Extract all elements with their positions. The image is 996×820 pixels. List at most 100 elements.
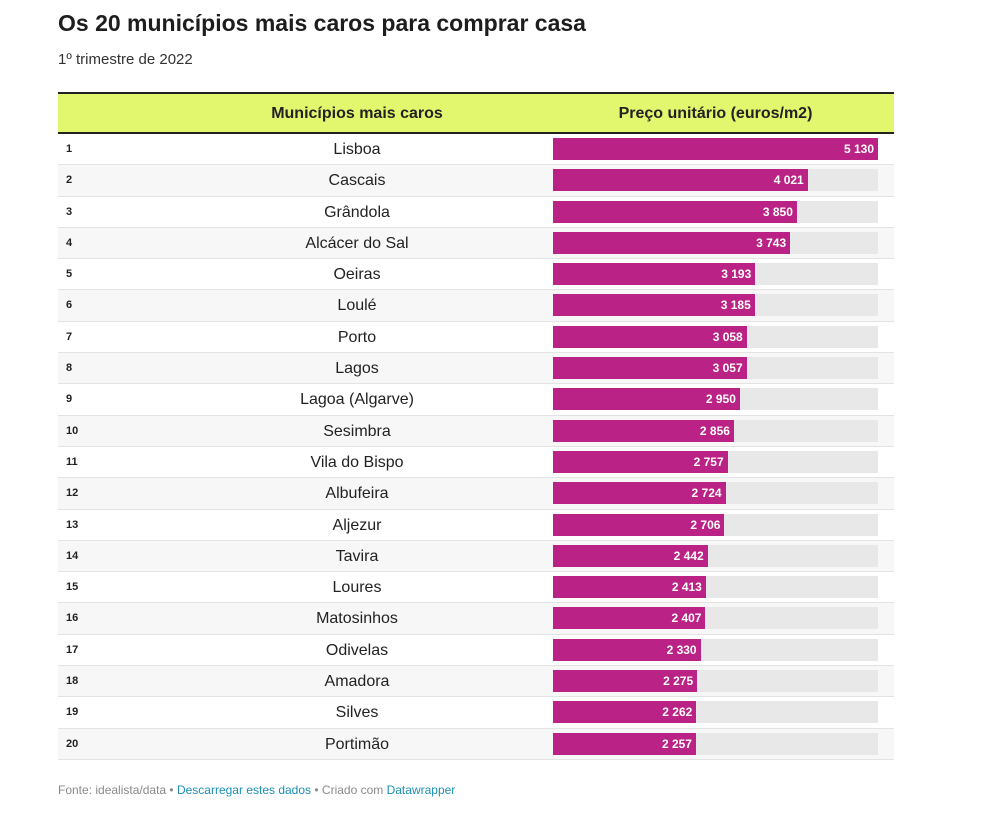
bar: 3 185 xyxy=(553,294,755,317)
column-header-municipios[interactable]: Municípios mais caros xyxy=(271,105,443,122)
rank-label: 16 xyxy=(66,612,79,625)
table-row: 1 Lisboa 5 130 xyxy=(58,134,894,166)
municipality-label: Aljezur xyxy=(332,516,382,534)
bar: 2 706 xyxy=(553,513,725,536)
bar-track: 2 856 xyxy=(553,419,878,442)
bar-value-label: 2 856 xyxy=(699,423,730,438)
table-row: 2 Cascais 4 021 xyxy=(58,165,894,197)
rank-label: 2 xyxy=(66,174,73,187)
bar-track: 3 743 xyxy=(553,231,878,254)
bar-track: 4 021 xyxy=(553,169,878,192)
rank-label: 13 xyxy=(66,518,79,531)
rank-label: 12 xyxy=(66,487,79,500)
bar-value-label: 3 193 xyxy=(721,267,752,282)
bar-track: 2 330 xyxy=(553,638,878,661)
bar-track: 2 724 xyxy=(553,482,878,505)
municipality-label: Vila do Bispo xyxy=(310,453,404,471)
bar: 2 275 xyxy=(553,670,698,693)
bar: 3 193 xyxy=(553,263,756,286)
bar: 2 413 xyxy=(553,576,706,599)
bar: 2 724 xyxy=(553,482,726,505)
municipality-label: Lagos xyxy=(335,360,379,378)
bar-value-label: 2 950 xyxy=(705,392,736,407)
table-row: 4 Alcácer do Sal 3 743 xyxy=(58,227,894,260)
footer: Fonte: idealista/data • Descarregar este… xyxy=(58,783,455,797)
table-row: 18 Amadora 2 275 xyxy=(58,666,894,698)
bar-value-label: 2 330 xyxy=(666,642,697,657)
bar-track: 2 407 xyxy=(553,607,878,630)
bar-track: 2 442 xyxy=(553,544,878,567)
table-row: 13 Aljezur 2 706 xyxy=(58,510,894,541)
bar: 2 442 xyxy=(553,544,708,567)
bar-value-label: 2 706 xyxy=(690,517,721,532)
municipality-label: Loulé xyxy=(337,297,377,315)
bar-track: 3 193 xyxy=(553,263,878,286)
municipality-label: Matosinhos xyxy=(316,610,398,628)
bar-track: 3 185 xyxy=(553,294,878,317)
bar-value-label: 3 058 xyxy=(712,329,743,344)
municipality-label: Sesimbra xyxy=(323,422,391,440)
table-row: 20 Portimão 2 257 xyxy=(58,728,894,760)
bar-value-label: 2 257 xyxy=(661,736,692,751)
bar-value-label: 2 413 xyxy=(671,580,702,595)
bar-table: Municípios mais caros Preço unitário (eu… xyxy=(58,92,894,760)
table-header: Municípios mais caros Preço unitário (eu… xyxy=(58,92,894,134)
municipality-label: Porto xyxy=(337,328,377,346)
rank-label: 17 xyxy=(66,643,79,656)
bar-value-label: 3 743 xyxy=(756,235,787,250)
chart-subtitle: 1º trimestre de 2022 xyxy=(58,51,193,68)
bar-value-label: 2 262 xyxy=(662,705,693,720)
bar: 4 021 xyxy=(553,169,808,192)
municipality-label: Lagoa (Algarve) xyxy=(300,391,414,409)
table-row: 16 Matosinhos 2 407 xyxy=(58,603,894,635)
table-row: 19 Silves 2 262 xyxy=(58,697,894,729)
bar: 2 330 xyxy=(553,638,701,661)
rank-label: 10 xyxy=(66,424,79,437)
chart-title: Os 20 municípios mais caros para comprar… xyxy=(58,10,586,36)
table-row: 8 Lagos 3 057 xyxy=(58,353,894,385)
table-row: 7 Porto 3 058 xyxy=(58,322,894,354)
rank-label: 8 xyxy=(66,362,73,375)
bar-value-label: 5 130 xyxy=(843,142,874,156)
footer-separator: • xyxy=(166,783,177,797)
table-row: 10 Sesimbra 2 856 xyxy=(58,415,894,447)
municipality-label: Grândola xyxy=(324,203,390,221)
bar: 3 743 xyxy=(553,231,791,254)
municipality-label: Oeiras xyxy=(333,266,381,284)
bar: 2 407 xyxy=(553,607,706,630)
table-row: 17 Odivelas 2 330 xyxy=(58,635,894,667)
datawrapper-link[interactable]: Datawrapper xyxy=(386,783,456,797)
table-row: 12 Albufeira 2 724 xyxy=(58,478,894,510)
rank-label: 19 xyxy=(66,706,79,719)
municipality-label: Albufeira xyxy=(325,485,389,503)
bar-track: 3 057 xyxy=(553,357,878,380)
municipality-label: Cascais xyxy=(328,172,386,190)
rank-label: 14 xyxy=(66,549,79,562)
bar: 2 950 xyxy=(553,388,740,411)
bar-value-label: 2 407 xyxy=(671,611,702,626)
download-data-link[interactable]: Descarregar estes dados xyxy=(176,783,312,797)
municipality-label: Alcácer do Sal xyxy=(305,234,409,252)
bar: 3 850 xyxy=(553,200,797,223)
bar-track: 2 413 xyxy=(553,576,878,599)
municipality-label: Amadora xyxy=(324,673,390,691)
bar: 2 257 xyxy=(553,732,696,755)
bar-track: 3 058 xyxy=(553,325,878,348)
rank-label: 6 xyxy=(66,299,73,312)
bar-value-label: 2 275 xyxy=(663,674,694,689)
bar-value-label: 2 442 xyxy=(673,548,704,563)
rank-label: 20 xyxy=(66,737,79,750)
table-body: 1 Lisboa 5 130 2 Cascais 4 021 3 Grândola 3 850 4… xyxy=(58,134,894,760)
bar-value-label: 4 021 xyxy=(773,173,804,188)
bar-track: 2 275 xyxy=(553,670,878,693)
bar-track: 2 757 xyxy=(553,450,878,473)
bar-track: 2 257 xyxy=(553,732,878,755)
table-row: 6 Loulé 3 185 xyxy=(58,290,894,322)
rank-label: 1 xyxy=(66,143,73,155)
column-header-preco[interactable]: Preço unitário (euros/m2) xyxy=(618,105,813,122)
bar-value-label: 3 185 xyxy=(720,298,751,313)
table-row: 5 Oeiras 3 193 xyxy=(58,259,894,291)
table-row: 15 Loures 2 413 xyxy=(58,572,894,604)
footer-created-with: • Criado com xyxy=(311,783,387,797)
table-row: 9 Lagoa (Algarve) 2 950 xyxy=(58,384,894,416)
